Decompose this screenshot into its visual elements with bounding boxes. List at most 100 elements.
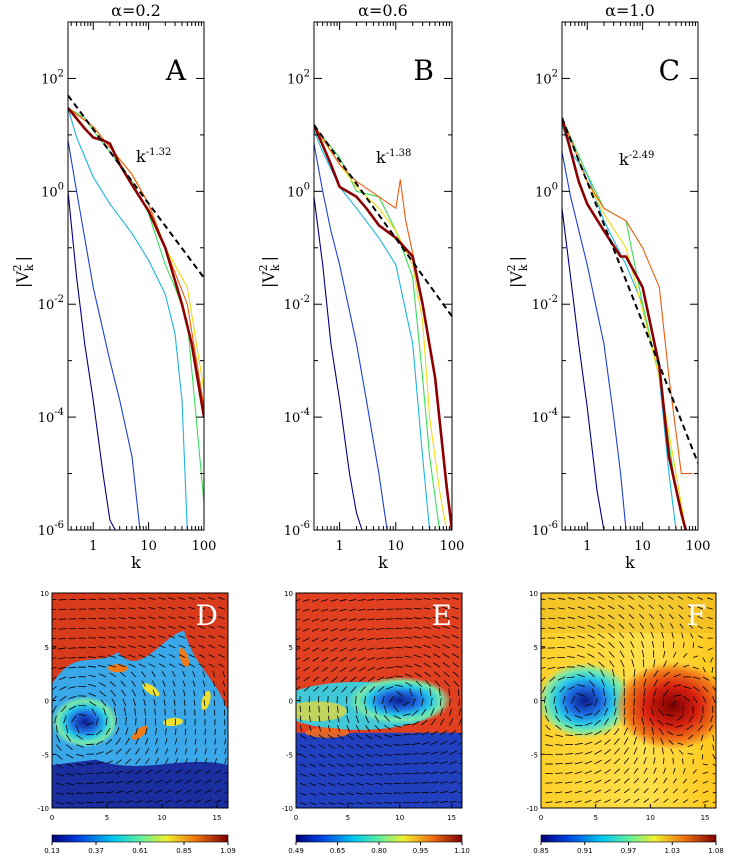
velocity-arrow (440, 761, 448, 765)
velocity-arrow (168, 653, 176, 658)
velocity-arrow (318, 725, 322, 732)
velocity-arrow (577, 635, 585, 639)
velocity-arrow (178, 597, 186, 600)
series-group (562, 117, 698, 530)
velocity-arrow (302, 628, 310, 632)
velocity-arrow (415, 680, 422, 687)
velocity-arrow (158, 597, 166, 600)
velocity-arrow (173, 689, 176, 697)
velocity-arrow (348, 599, 357, 602)
velocity-arrow (576, 684, 585, 687)
series-line-3 (68, 107, 188, 530)
velocity-arrow (402, 733, 411, 736)
velocity-arrow (155, 738, 158, 745)
velocity-arrow (430, 801, 439, 804)
velocity-arrow (383, 724, 392, 730)
velocity-arrow (128, 626, 136, 629)
velocity-arrow (105, 781, 114, 784)
velocity-arrow (321, 628, 329, 632)
velocity-arrow (78, 704, 87, 707)
velocity-arrow (184, 769, 192, 774)
y-tick-label: -10 (527, 805, 538, 813)
velocity-arrow (134, 708, 136, 716)
velocity-arrow (650, 631, 655, 639)
velocity-arrow (376, 666, 385, 671)
velocity-arrow (357, 608, 366, 611)
velocity-arrow (311, 628, 319, 632)
velocity-arrow (365, 763, 374, 767)
velocity-arrow (322, 676, 329, 682)
velocity-arrow (594, 750, 602, 755)
velocity-arrow (346, 725, 351, 732)
velocity-arrow (384, 802, 392, 804)
x-tick-label: 1 (89, 539, 97, 554)
velocity-arrow (318, 744, 326, 749)
velocity-arrow (341, 686, 348, 693)
velocity-arrow (148, 663, 156, 668)
velocity-arrow (188, 635, 196, 639)
velocity-arrow (348, 637, 357, 642)
velocity-arrow (148, 654, 156, 658)
velocity-arrow (208, 635, 215, 639)
velocity-arrow (56, 802, 64, 805)
y-tick-label: 5 (45, 644, 49, 652)
x-tick-label: 100 (192, 539, 217, 554)
velocity-arrow (299, 763, 307, 768)
velocity-arrow (52, 676, 57, 681)
velocity-arrow (105, 727, 111, 736)
velocity-arrow (52, 599, 57, 601)
velocity-arrow (318, 802, 326, 806)
velocity-arrow (682, 799, 689, 803)
velocity-arrow (404, 646, 413, 649)
velocity-arrow (192, 671, 196, 678)
velocity-arrow (414, 672, 422, 678)
velocity-arrow (346, 715, 350, 723)
y-tick-label: 10 (529, 590, 538, 598)
velocity-arrow (367, 618, 375, 621)
velocity-arrow (700, 744, 704, 750)
velocity-arrow (402, 701, 410, 707)
x-tick-label: 100 (686, 539, 711, 554)
velocity-arrow (458, 801, 462, 804)
velocity-arrow (98, 598, 106, 600)
velocity-arrow (88, 646, 97, 649)
velocity-arrow (168, 625, 176, 629)
y-tick-label: 10 (284, 590, 293, 598)
velocity-arrow (165, 789, 173, 794)
velocity-arrow (623, 727, 629, 736)
velocity-arrow (374, 705, 377, 714)
velocity-arrow (328, 763, 336, 768)
x-tick-label: 10 (140, 539, 157, 554)
velocity-arrow (451, 644, 460, 649)
x-tick-label: 5 (346, 814, 350, 822)
velocity-arrow (643, 747, 646, 755)
velocity-arrow (584, 770, 592, 774)
velocity-arrow (712, 686, 716, 692)
velocity-arrow (198, 663, 206, 668)
velocity-arrow (52, 637, 57, 640)
velocity-arrow (404, 664, 413, 668)
velocity-arrow (95, 782, 104, 784)
velocity-arrow (653, 798, 659, 803)
velocity-arrow (66, 753, 74, 759)
velocity-arrow (299, 773, 307, 777)
velocity-arrow (430, 697, 433, 706)
panel-title: α=1.0 (605, 1, 655, 20)
velocity-arrow (544, 696, 546, 704)
velocity-arrow (365, 744, 373, 749)
velocity-arrow (545, 744, 554, 747)
velocity-arrow (337, 782, 345, 786)
velocity-arrow (120, 680, 126, 687)
filament (131, 725, 149, 740)
velocity-arrow (115, 727, 120, 736)
velocity-arrow (339, 599, 347, 602)
velocity-arrow (56, 782, 65, 786)
velocity-arrow (376, 657, 385, 660)
velocity-arrow (430, 781, 439, 784)
velocity-arrow (565, 734, 574, 737)
velocity-arrow (321, 666, 329, 672)
y-tick-label: 10-2 (284, 294, 310, 313)
velocity-arrow (381, 696, 385, 705)
velocity-arrow (95, 751, 104, 755)
velocity-arrow (309, 753, 317, 758)
